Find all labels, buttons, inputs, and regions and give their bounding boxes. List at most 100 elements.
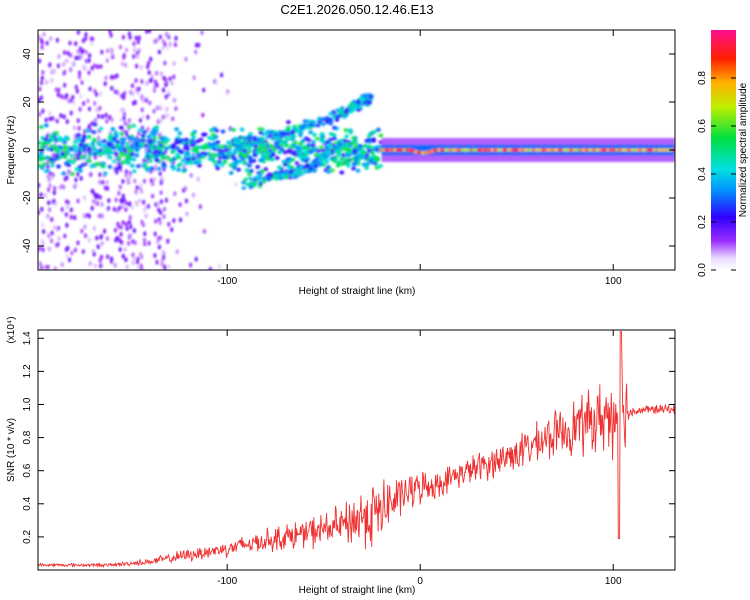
spectrogram-cell [162,214,166,220]
spectrogram-cell [129,152,135,157]
spectrogram-cell [65,204,70,210]
spectrogram-cell [105,180,109,186]
spectrogram-cell [125,226,129,232]
spectrogram-cell [48,111,52,116]
y-tick-label: 20 [22,96,33,108]
spectrogram-cell [123,91,127,96]
spectrogram-cell [90,65,94,71]
spectrogram-cell [123,247,127,252]
spectrogram-cell [198,204,202,210]
spectrogram-cell [53,186,57,191]
spectrogram-cell [90,205,94,211]
spectrogram-cell [224,148,229,153]
spectrogram-cell [329,168,335,173]
spectrogram-cell [215,144,220,149]
spectrogram-cell [279,139,285,144]
spectrogram-cell [125,47,129,53]
spectrogram-ticks: -100 100 -40 -20 0 20 40 [22,30,675,287]
spectrogram-cell [51,157,57,162]
spectrogram-cell [132,54,136,59]
spectrogram-cell [144,98,148,103]
spectrogram-cell [356,99,361,104]
spectrogram-cell [57,236,61,242]
spectrogram-cell [265,131,270,135]
spectrogram-cell [136,39,140,45]
spectrogram-cell [220,129,226,134]
spectrogram-cell [258,177,263,181]
spectrogram-cell [124,200,128,206]
spectrogram-cell [164,94,168,100]
snr-plot: -100 0 100 0.2 0.4 0.6 0.8 1.0 1.2 1.4 Height of … [6,316,676,596]
spectrogram-cell [316,123,321,128]
spectrogram-cell [106,254,110,260]
spectrogram-cell [344,142,350,147]
spectrogram-cell [70,250,74,256]
spectrogram-cell [150,131,155,136]
spectrogram-cell [216,148,222,153]
y-tick-label: 0.2 [22,530,33,544]
spectrogram-cell [128,233,132,239]
spectrogram-cell [78,94,83,99]
spectrogram-cell [56,164,61,169]
spectrogram-cell [167,264,171,269]
spectrogram-cell [163,42,167,47]
spectrogram-cell [189,262,193,268]
spectrogram-cell [144,81,149,86]
spectrogram-cell [106,48,110,54]
spectrogram-cell [45,79,49,85]
spectrogram-cell [136,256,140,262]
spectrogram-cell [153,128,159,133]
spectrogram-cell [155,105,159,111]
spectrogram-cell [117,224,121,230]
spectrogram-cell [243,177,248,182]
spectrogram-cell [340,161,346,166]
spectrogram-cell [140,133,146,138]
spectrogram-cell [154,158,160,163]
spectrogram-cell [76,133,81,137]
spectrogram-cell [40,44,44,50]
spectrogram-cell [80,228,84,234]
spectrogram-cell [216,159,222,164]
spectrogram-cell [155,70,159,76]
spectrogram-cell [48,183,52,189]
spectrogram-cell [201,112,205,118]
spectrogram-cell [94,194,98,200]
spectrogram-cell [100,163,105,168]
spectrogram-cell [46,264,50,270]
spectrogram-cell [38,111,42,117]
spectrogram-cell [100,213,104,219]
spectrogram-cell [38,261,43,267]
spectrogram-cell [97,148,103,153]
spectrogram-cell [308,167,314,172]
spectrogram-cell [159,71,163,77]
spectrogram-cell [38,125,44,129]
spectrogram-cell [296,129,301,134]
spectrogram-cell [50,238,54,244]
spectrogram-cell [355,161,361,166]
spectrogram-cell [325,120,330,124]
spectrogram-cell [344,158,349,163]
spectrogram-cell [77,74,82,80]
spectrogram-cell [324,158,329,162]
spectrogram-cell [103,228,107,234]
spectrogram-cell [147,240,151,246]
spectrogram-cell [177,131,183,136]
spectrogram-cell [80,80,84,85]
spectrogram-cell [143,241,147,247]
spectrogram-cell [175,249,179,255]
spectrogram-cell [62,114,66,120]
spectrogram-cell [118,44,123,50]
spectrogram-cell [149,56,153,62]
spectrogram-cell [274,176,279,181]
spectrogram-cell [368,158,374,163]
spectrogram-cell [335,163,341,168]
spectrogram-cell [306,138,312,143]
spectrogram-cell [99,263,103,269]
spectrogram-cell [91,138,97,143]
spectrogram-cell [125,145,131,150]
spectrogram-cell [125,159,131,164]
spectrogram-cell [167,221,171,227]
spectrogram-cell [325,165,331,170]
spectrogram-cell [378,133,384,138]
spectrogram-cell [130,205,134,210]
